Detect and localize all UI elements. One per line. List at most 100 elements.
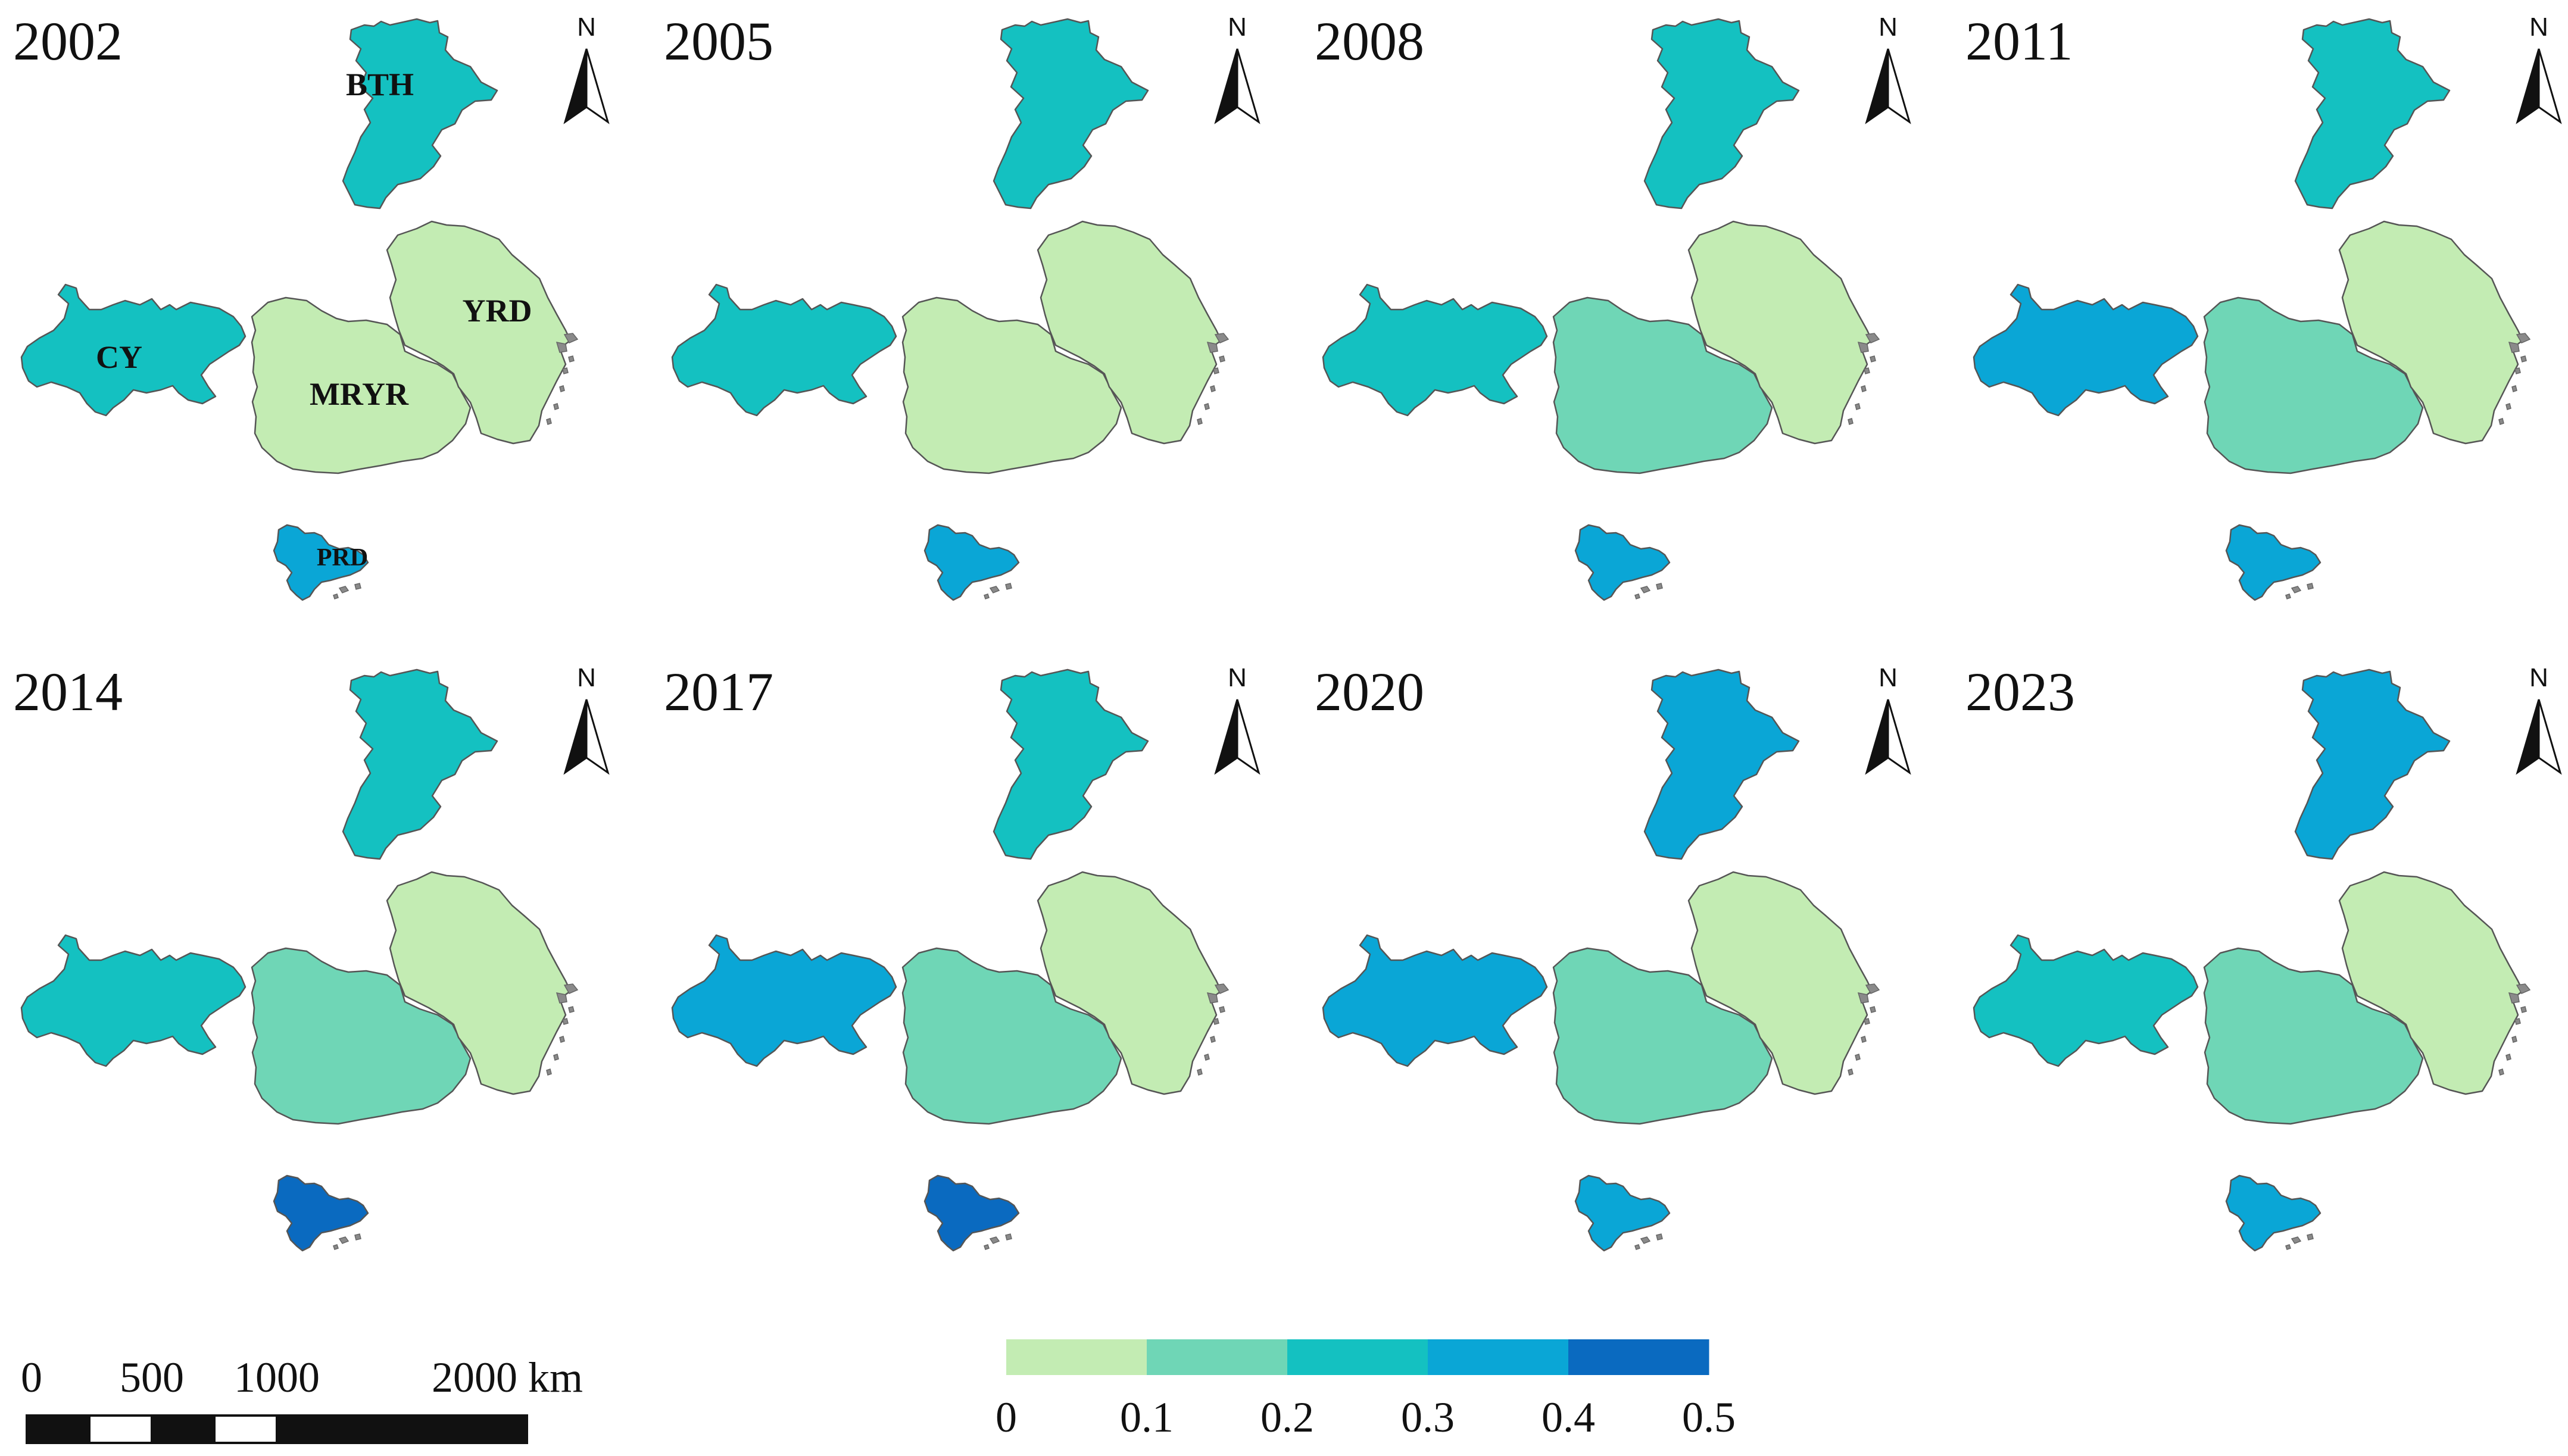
- region-cy-2014: [20, 934, 246, 1067]
- region-prd-2008: [1574, 524, 1671, 601]
- region-cy-2023: [1973, 934, 2199, 1067]
- region-yrd-2002: [386, 220, 572, 445]
- region-yrd-2023: [2338, 871, 2524, 1095]
- north-arrow-right-half: [1236, 699, 1260, 775]
- scale-bar-segment: [213, 1414, 278, 1444]
- north-arrow-icon: N: [1865, 13, 1911, 124]
- north-arrow-right-half: [585, 48, 610, 124]
- scale-bar-segment: [151, 1414, 216, 1444]
- prd-islands: [984, 583, 1012, 599]
- prd-islands: [2285, 1233, 2314, 1250]
- legend-swatch: [1428, 1339, 1569, 1375]
- north-arrow-left-half: [1214, 699, 1238, 775]
- north-arrow-icon: N: [2516, 663, 2562, 775]
- region-bth-2020: [1643, 668, 1800, 860]
- region-cy-2002: [20, 283, 246, 417]
- legend-break-label: 0.2: [1260, 1393, 1314, 1441]
- north-arrow-right-half: [585, 699, 610, 775]
- legend-break-label: 0.1: [1120, 1393, 1174, 1441]
- panel-year-label: 2023: [1965, 661, 2075, 722]
- region-cy-2017: [671, 934, 897, 1067]
- coastal-islands: [1197, 333, 1230, 425]
- legend-break-label: 0: [996, 1393, 1017, 1441]
- region-prd-2011: [2225, 524, 2322, 601]
- coastal-islands: [546, 983, 579, 1076]
- north-label: N: [2529, 663, 2548, 692]
- region-cy-2011: [1973, 283, 2199, 417]
- region-prd-2002: [273, 524, 369, 601]
- prd-islands: [2285, 583, 2314, 599]
- north-label: N: [1879, 13, 1898, 42]
- north-arrow-left-half: [2516, 48, 2540, 124]
- region-label-bth: BTH: [346, 67, 414, 102]
- region-label-mryr: MRYR: [310, 376, 409, 412]
- legend-swatch: [1287, 1339, 1428, 1375]
- prd-islands: [333, 583, 361, 599]
- north-arrow-icon: N: [563, 13, 610, 124]
- legend-break-label: 0.3: [1401, 1393, 1455, 1441]
- north-arrow-left-half: [563, 699, 588, 775]
- prd-islands: [1634, 583, 1663, 599]
- north-arrow-icon: N: [2516, 13, 2562, 124]
- north-arrow-right-half: [1887, 699, 1911, 775]
- region-bth-2008: [1643, 18, 1800, 210]
- legend-break-label: 0.5: [1682, 1393, 1736, 1441]
- north-arrow-right-half: [2538, 48, 2562, 124]
- scale-bar-tick-label: 0: [21, 1354, 42, 1401]
- north-arrow-left-half: [1865, 699, 1889, 775]
- north-label: N: [1879, 663, 1898, 692]
- region-mryr-2017: [901, 947, 1122, 1125]
- legend-swatch: [1006, 1339, 1147, 1375]
- scale-bar-segment: [26, 1414, 91, 1444]
- north-arrow-icon: N: [1865, 663, 1911, 775]
- scale-bar: 0 500 1000 2000 km: [21, 1354, 583, 1444]
- scale-bar-tick-label: 1000: [234, 1354, 320, 1401]
- region-prd-2005: [923, 524, 1020, 601]
- north-arrow-left-half: [1865, 48, 1889, 124]
- panel-year-label: 2002: [13, 11, 123, 71]
- region-yrd-2017: [1037, 871, 1222, 1095]
- north-label: N: [1228, 13, 1247, 42]
- region-bth-2005: [993, 18, 1149, 210]
- legend-swatch: [1568, 1339, 1709, 1375]
- coastal-islands: [546, 333, 579, 425]
- north-label: N: [2529, 13, 2548, 42]
- map-panel-2023: 2023 N: [1965, 661, 2562, 1252]
- map-panel-2020: 2020 N: [1315, 661, 1911, 1252]
- scale-bar-tick-label: 500: [120, 1354, 184, 1401]
- region-mryr-2023: [2203, 947, 2424, 1125]
- north-arrow-right-half: [2538, 699, 2562, 775]
- region-cy-2008: [1322, 283, 1548, 417]
- north-arrow-icon: N: [563, 663, 610, 775]
- map-panel-2008: 2008 N: [1315, 11, 1911, 601]
- region-bth-2002: [342, 18, 498, 210]
- legend-swatch: [1147, 1339, 1288, 1375]
- region-label-prd: PRD: [317, 544, 368, 571]
- region-prd-2017: [923, 1174, 1020, 1252]
- coastal-islands: [2498, 333, 2531, 425]
- coastal-islands: [1848, 333, 1880, 425]
- panel-year-label: 2011: [1965, 11, 2073, 71]
- region-mryr-2002: [251, 296, 472, 474]
- region-bth-2011: [2294, 18, 2451, 210]
- north-label: N: [577, 663, 596, 692]
- prd-islands: [333, 1233, 361, 1250]
- north-label: N: [577, 13, 596, 42]
- map-panel-2002: 2002 BTH YRD CY MRYR PRD N: [13, 11, 610, 601]
- region-mryr-2020: [1552, 947, 1773, 1125]
- map-panel-2014: 2014 N: [13, 661, 610, 1252]
- region-mryr-2008: [1552, 296, 1773, 474]
- north-label: N: [1228, 663, 1247, 692]
- region-mryr-2014: [251, 947, 472, 1125]
- region-mryr-2011: [2203, 296, 2424, 474]
- map-panel-2017: 2017 N: [664, 661, 1260, 1252]
- region-yrd-2020: [1687, 871, 1873, 1095]
- panel-year-label: 2005: [664, 11, 773, 71]
- north-arrow-right-half: [1887, 48, 1911, 124]
- region-bth-2023: [2294, 668, 2451, 860]
- prd-islands: [984, 1233, 1012, 1250]
- region-label-cy: CY: [96, 339, 142, 375]
- region-prd-2014: [273, 1174, 369, 1252]
- prd-islands: [1634, 1233, 1663, 1250]
